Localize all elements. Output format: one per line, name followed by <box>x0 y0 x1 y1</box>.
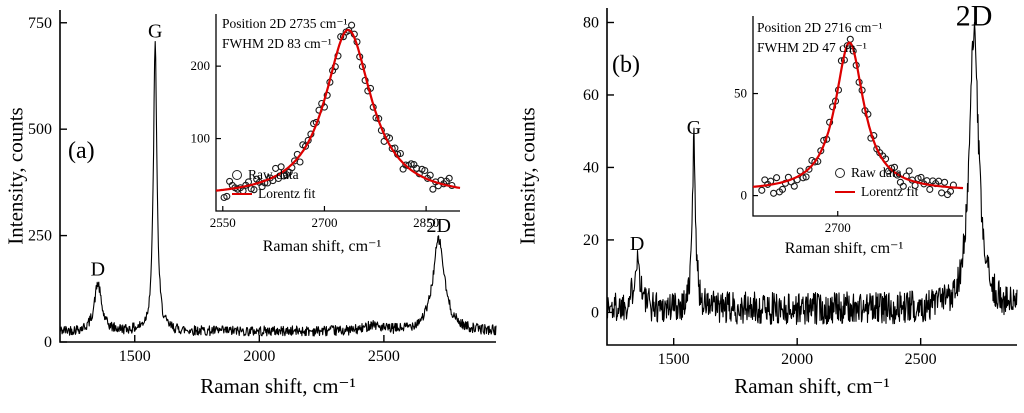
svg-text:40: 40 <box>583 159 599 176</box>
svg-text:250: 250 <box>28 228 52 245</box>
inset-b-position-annotation: Position 2D 2716 cm⁻¹ <box>757 20 883 35</box>
inset-a-x-axis-label: Raman shift, cm⁻¹ <box>262 238 382 255</box>
x-axis-label-a: Raman shift, cm⁻¹ <box>200 374 356 398</box>
svg-text:2700: 2700 <box>825 220 851 235</box>
svg-text:2500: 2500 <box>905 351 937 368</box>
raw-data-label: Raw data <box>851 164 902 180</box>
legend-row-raw-data: Raw data <box>232 165 315 184</box>
panel-a: 1500 2000 2500 0 250 500 750 D G 2D (a) Intensity… <box>0 0 506 413</box>
svg-text:D: D <box>91 259 105 281</box>
svg-text:750: 750 <box>28 15 52 32</box>
svg-text:2550: 2550 <box>210 215 236 230</box>
svg-text:1500: 1500 <box>119 348 151 365</box>
svg-text:0: 0 <box>741 188 748 203</box>
inset-b-x-axis-label: Raman shift, cm⁻¹ <box>784 240 904 257</box>
inset-a: 2550 2700 2850 100 200 Position 2D 2735 cm⁻¹… <box>176 6 468 258</box>
raw-data-label: Raw data <box>248 166 299 182</box>
svg-text:80: 80 <box>583 14 599 31</box>
legend-row-lorentz-fit: Lorentz fit <box>232 184 315 203</box>
panel-b-letter: (b) <box>612 52 640 78</box>
inset-a-annotations: Position 2D 2735 cm⁻¹ FWHM 2D 83 cm⁻¹ <box>222 14 348 55</box>
y-axis-label-b: Intensity, counts <box>515 107 540 245</box>
svg-text:2850: 2850 <box>413 215 439 230</box>
legend-row-lorentz-fit: Lorentz fit <box>835 182 918 201</box>
svg-text:100: 100 <box>191 131 211 146</box>
inset-b: 2700 0 50 Position 2D 2716 cm⁻¹ FWHM 2D 47… <box>717 8 971 260</box>
inset-b-annotations: Position 2D 2716 cm⁻¹ FWHM 2D 47 cm⁻¹ <box>757 18 883 59</box>
svg-text:0: 0 <box>44 334 52 351</box>
svg-text:2000: 2000 <box>781 351 813 368</box>
svg-text:D: D <box>630 233 644 255</box>
lorentz-fit-line-icon <box>835 190 855 193</box>
svg-text:2500: 2500 <box>368 348 400 365</box>
x-axis-label-b: Raman shift, cm⁻¹ <box>734 374 890 398</box>
svg-text:1500: 1500 <box>658 351 690 368</box>
raw-data-circle-icon <box>232 169 242 180</box>
inset-b-plot: 2700 0 50 <box>734 16 964 235</box>
y-axis-label-a: Intensity, counts <box>3 107 28 245</box>
inset-a-legend: Raw data Lorentz fit <box>232 165 315 203</box>
legend-row-raw-data: Raw data <box>835 163 918 182</box>
svg-text:50: 50 <box>734 86 747 101</box>
lorentz-fit-label: Lorentz fit <box>861 183 919 199</box>
svg-text:60: 60 <box>583 87 599 104</box>
inset-b-legend: Raw data Lorentz fit <box>835 163 918 201</box>
lorentz-fit-label: Lorentz fit <box>258 185 316 201</box>
svg-text:2D: 2D <box>426 215 450 237</box>
lorentz-fit-line-icon <box>232 192 252 195</box>
svg-text:500: 500 <box>28 121 52 138</box>
spectrum-a-plot: 1500 2000 2500 0 250 500 750 D G 2D <box>28 10 497 365</box>
inset-a-plot: 2550 2700 2850 100 200 <box>191 14 461 230</box>
raw-data-circle-icon <box>835 167 845 178</box>
spectrum-b-plot: 1500 2000 2500 0 20 40 60 80 D G 2D <box>583 0 1018 368</box>
svg-text:20: 20 <box>583 232 599 249</box>
svg-text:0: 0 <box>591 304 599 321</box>
inset-b-fwhm-annotation: FWHM 2D 47 cm⁻¹ <box>757 40 867 56</box>
panel-b: 1500 2000 2500 0 20 40 60 80 D G 2D (b) Intensity,… <box>512 0 1024 413</box>
svg-text:2000: 2000 <box>243 348 275 365</box>
svg-text:G: G <box>687 117 701 139</box>
inset-a-position-annotation: Position 2D 2735 cm⁻¹ <box>222 16 348 31</box>
inset-a-fwhm-annotation: FWHM 2D 83 cm⁻¹ <box>222 36 332 52</box>
svg-text:2700: 2700 <box>311 215 337 230</box>
panel-a-letter: (a) <box>68 138 95 164</box>
svg-text:200: 200 <box>191 58 211 73</box>
svg-text:G: G <box>148 20 162 42</box>
svg-text:2D: 2D <box>956 0 993 33</box>
